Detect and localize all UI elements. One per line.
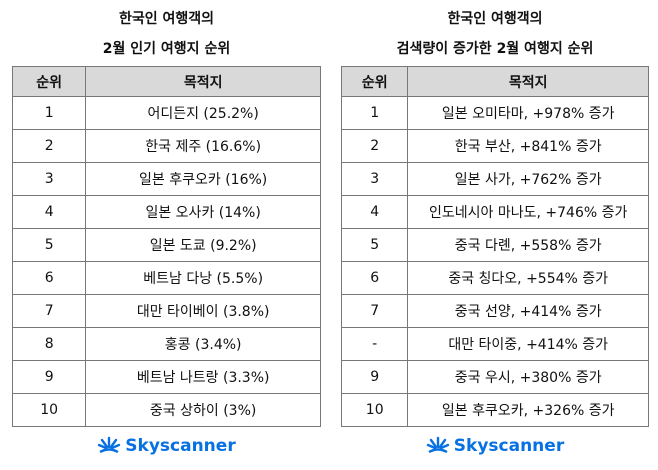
logo-icon — [98, 436, 121, 454]
rank-cell: 8 — [11, 327, 87, 361]
destination-cell: 일본 후쿠오카, +326% 증가 — [407, 393, 649, 427]
table-title: 2월 인기 여행지 순위 — [102, 41, 231, 57]
table-title: 검색량이 증가한 2월 여행지 순위 — [396, 41, 594, 57]
table-title: 한국인 여행객의 — [118, 11, 215, 27]
table-row: 10 중국 상하이 (3%) — [11, 393, 321, 427]
table-row: 4 인도네시아 마나도, +746% 증가 — [340, 195, 649, 229]
table-row: 1 일본 오미타마, +978% 증가 — [340, 96, 649, 130]
header-cell: 목적지 — [85, 66, 321, 97]
ranking-table: 순위 목적지 1 어디든지 (25.2%) 2 한국 제주 (16.6%) 3 일본 후쿠오카… — [11, 66, 321, 427]
table-row: 1 어디든지 (25.2%) — [11, 96, 321, 130]
destination-cell: 중국 칭다오, +554% 증가 — [407, 261, 649, 295]
brand-logo: Skyscanner — [12, 436, 321, 456]
logo-icon — [426, 436, 449, 454]
table-row: 3 일본 사가, +762% 증가 — [340, 162, 649, 196]
destination-cell: 일본 도쿄 (9.2%) — [85, 228, 321, 262]
destination-cell: 한국 부산, +841% 증가 — [407, 129, 649, 163]
table-row: 2 한국 제주 (16.6%) — [11, 129, 321, 163]
header-row: 순위 목적지 — [11, 66, 321, 97]
table-row: 2 한국 부산, +841% 증가 — [340, 129, 649, 163]
destination-cell: 중국 다롄, +558% 증가 — [407, 228, 649, 262]
header-row: 순위 목적지 — [340, 66, 649, 97]
rank-cell: 10 — [340, 393, 409, 427]
rank-cell: 7 — [11, 294, 87, 328]
header-cell: 목적지 — [407, 66, 649, 97]
table-row: 3 일본 후쿠오카 (16%) — [11, 162, 321, 196]
rank-cell: 6 — [340, 261, 409, 295]
header-cell: 순위 — [11, 66, 87, 97]
destination-cell: 일본 사가, +762% 증가 — [407, 162, 649, 196]
rank-cell: 4 — [340, 195, 409, 229]
table-row: 5 중국 다롄, +558% 증가 — [340, 228, 649, 262]
destination-cell: 홍콩 (3.4%) — [85, 327, 321, 361]
ranking-table: 순위 목적지 1 일본 오미타마, +978% 증가 2 한국 부산, +841% 증가 3… — [340, 66, 649, 427]
rank-cell: 5 — [340, 228, 409, 262]
table-row: 4 일본 오사카 (14%) — [11, 195, 321, 229]
destination-cell: 일본 오사카 (14%) — [85, 195, 321, 229]
destination-cell: 중국 상하이 (3%) — [85, 393, 321, 427]
rank-cell: 1 — [11, 96, 87, 130]
rank-cell: 1 — [340, 96, 409, 130]
table-row: 7 대만 타이베이 (3.8%) — [11, 294, 321, 328]
destination-cell: 인도네시아 마나도, +746% 증가 — [407, 195, 649, 229]
rank-cell: 4 — [11, 195, 87, 229]
header-cell: 순위 — [340, 66, 409, 97]
rank-cell: 9 — [11, 360, 87, 394]
rank-cell: 7 — [340, 294, 409, 328]
destination-cell: 중국 우시, +380% 증가 — [407, 360, 649, 394]
destination-cell: 한국 제주 (16.6%) — [85, 129, 321, 163]
rank-cell: - — [340, 327, 409, 361]
rank-cell: 2 — [11, 129, 87, 163]
table-row: 8 홍콩 (3.4%) — [11, 327, 321, 361]
table-row: - 대만 타이중, +414% 증가 — [340, 327, 649, 361]
brand-logo: Skyscanner — [341, 436, 649, 456]
table-row: 10 일본 후쿠오카, +326% 증가 — [340, 393, 649, 427]
brand-name: Skyscanner — [125, 436, 236, 456]
destination-cell: 일본 후쿠오카 (16%) — [85, 162, 321, 196]
rank-cell: 6 — [11, 261, 87, 295]
rank-cell: 9 — [340, 360, 409, 394]
table-row: 9 중국 우시, +380% 증가 — [340, 360, 649, 394]
table-title: 한국인 여행객의 — [447, 11, 543, 27]
rank-cell: 2 — [340, 129, 409, 163]
destination-cell: 일본 오미타마, +978% 증가 — [407, 96, 649, 130]
table-row: 6 중국 칭다오, +554% 증가 — [340, 261, 649, 295]
destination-cell: 베트남 다낭 (5.5%) — [85, 261, 321, 295]
brand-name: Skyscanner — [453, 436, 565, 456]
destination-cell: 중국 선양, +414% 증가 — [407, 294, 649, 328]
table-row: 5 일본 도쿄 (9.2%) — [11, 228, 321, 262]
destination-cell: 대만 타이중, +414% 증가 — [407, 327, 649, 361]
rank-cell: 3 — [11, 162, 87, 196]
destination-cell: 어디든지 (25.2%) — [85, 96, 321, 130]
table-row: 9 베트남 나트랑 (3.3%) — [11, 360, 321, 394]
rank-cell: 10 — [11, 393, 87, 427]
destination-cell: 대만 타이베이 (3.8%) — [85, 294, 321, 328]
rank-cell: 5 — [11, 228, 87, 262]
table-row: 7 중국 선양, +414% 증가 — [340, 294, 649, 328]
destination-cell: 베트남 나트랑 (3.3%) — [85, 360, 321, 394]
rank-cell: 3 — [340, 162, 409, 196]
table-row: 6 베트남 다낭 (5.5%) — [11, 261, 321, 295]
